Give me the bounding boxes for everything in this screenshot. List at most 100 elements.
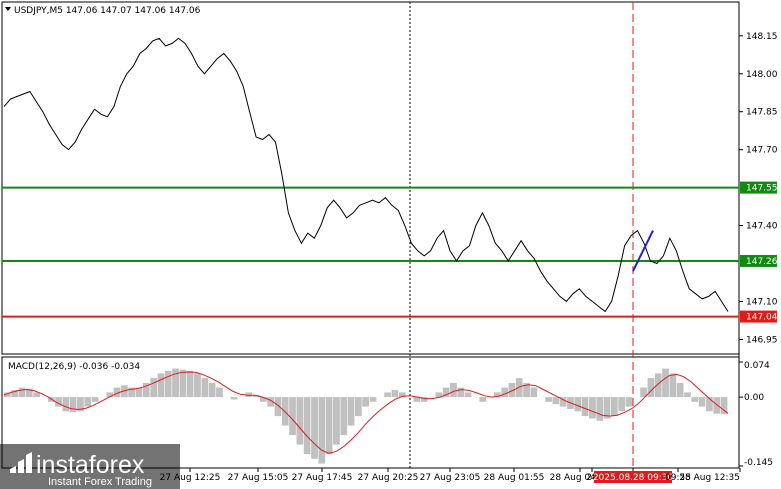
macd-histogram-bar [128, 387, 135, 398]
macd-histogram-bar [62, 397, 70, 412]
macd-group: 0.074 0.00 -0.145 [3, 361, 773, 468]
price-tick-label: 148.15 [746, 32, 778, 42]
macd-histogram-bar [325, 397, 333, 455]
time-tick-label: 28 Aug 01:55 [484, 473, 545, 483]
level-tag [740, 181, 777, 194]
macd-histogram-bar [611, 397, 618, 417]
macd-histogram-bar [252, 394, 260, 398]
macd-histogram-bar [142, 382, 150, 398]
macd-histogram-bar [216, 387, 223, 398]
macd-histogram-bar [311, 397, 318, 459]
macd-histogram-bar [157, 373, 165, 398]
macd-tick-label: 0.00 [744, 393, 764, 403]
macd-histogram-bar [201, 378, 209, 398]
macd-histogram-bar [479, 397, 487, 402]
macd-histogram-bar [435, 392, 443, 398]
chart-title: USDJPY,M5 147.06 147.07 147.06 147.06 [14, 6, 201, 16]
macd-histogram-bar [18, 387, 26, 398]
macd-histogram-bar [676, 382, 684, 398]
macd-histogram-bar [413, 397, 421, 402]
macd-histogram-bar [179, 369, 187, 398]
macd-histogram-bar [106, 392, 114, 398]
price-levels: 147.55 147.26 147.04 [2, 181, 778, 323]
price-tick-label: 148.00 [746, 70, 778, 80]
macd-histogram-bar [194, 373, 201, 398]
macd-histogram-bar [457, 387, 465, 398]
macd-histogram-bar [442, 387, 450, 398]
time-tick-label: 28 Aug 04:35 [550, 473, 611, 483]
collapse-triangle-icon[interactable] [5, 7, 11, 11]
macd-histogram-bar [303, 397, 311, 455]
price-series-group [3, 37, 729, 313]
macd-histogram-bar [596, 397, 604, 421]
watermark: instaforex Instant Forex Trading [0, 444, 180, 489]
macd-histogram-bar [260, 397, 267, 402]
macd-histogram-bar [713, 397, 721, 414]
macd-histogram-bar [347, 397, 355, 426]
macd-histogram-bar [559, 397, 567, 407]
macd-histogram-bar [530, 387, 538, 398]
macd-histogram-bar [362, 397, 369, 407]
macd-tick-label: 0.074 [744, 361, 770, 371]
macd-histogram-bar [318, 397, 326, 464]
time-tick-label: 27 Aug 23:05 [420, 473, 481, 483]
macd-histogram-bar [684, 392, 691, 398]
instaforex-logo-icon [10, 452, 32, 473]
price-tick-label: 147.40 [746, 222, 778, 232]
macd-histogram-bar [267, 397, 274, 407]
time-highlight-tag [594, 471, 672, 483]
macd-signal-line [3, 371, 729, 454]
macd-label: MACD(12,26,9) -0.036 -0.034 [8, 362, 140, 372]
macd-histogram-bar [186, 371, 194, 398]
level-tag [740, 254, 777, 267]
macd-histogram-bar [113, 387, 121, 398]
macd-histogram-bar [581, 397, 589, 417]
time-tick-label: 28 Aug 12:35 [679, 473, 740, 483]
macd-histogram-bar [420, 397, 428, 402]
time-tick-label: 27 Aug 17:45 [292, 473, 353, 483]
impulse-line [632, 230, 654, 272]
time-tick-label: 27 Aug 12:25 [160, 473, 221, 483]
macd-histogram-bar [552, 397, 560, 405]
time-tick-label: 27 Aug 15:05 [228, 473, 289, 483]
macd-histogram-bar [720, 397, 728, 415]
macd-histogram-bar [289, 397, 296, 436]
macd-histogram-bar [77, 397, 84, 412]
macd-histogram-bar [603, 397, 611, 419]
macd-histogram-bar [164, 371, 172, 398]
macd-histogram-bar [574, 397, 582, 412]
time-highlight-label: 2025.08.28 09:30 [593, 473, 674, 483]
price-tick-label: 146.95 [746, 335, 778, 345]
macd-histogram-bar [11, 390, 18, 398]
price-tick-label: 147.70 [746, 146, 778, 156]
macd-histogram-bar [508, 382, 516, 398]
macd-histogram-bar [369, 397, 377, 402]
macd-histogram-bar [230, 397, 238, 400]
macd-histogram-bar [340, 397, 348, 436]
time-axis-ticks: 27 Aug 12:25 27 Aug 15:05 27 Aug 17:45 27 A… [160, 468, 741, 483]
macd-histogram-bar [589, 397, 596, 419]
macd-histogram-bar [494, 392, 501, 398]
macd-histogram-bar [355, 397, 362, 417]
macd-histogram-bar [625, 397, 633, 407]
macd-histogram-bar [69, 397, 77, 413]
level-tag-label: 147.26 [746, 257, 778, 267]
macd-histogram-bar [464, 392, 472, 398]
level-tag-label: 147.55 [746, 184, 778, 194]
main-panel-frame [1, 1, 740, 355]
macd-histogram-bar [296, 397, 304, 445]
watermark-tagline: Instant Forex Trading [48, 476, 152, 488]
price-axis-ticks: 148.15 148.00 147.85 147.70 147.40 147.10 146.… [739, 32, 778, 345]
macd-histogram-bar [333, 397, 340, 445]
macd-histogram-bar [706, 397, 713, 412]
macd-histogram-bar [55, 397, 62, 407]
macd-histogram-bar [691, 397, 699, 402]
macd-histogram-bar [662, 368, 669, 398]
macd-histogram-bar [384, 392, 391, 398]
time-tick-label: 28 [586, 473, 598, 483]
macd-histogram-bar [25, 388, 33, 398]
macd-histogram-bar [84, 397, 92, 407]
macd-histogram-bar [4, 392, 11, 398]
macd-histogram-bar [618, 397, 625, 412]
